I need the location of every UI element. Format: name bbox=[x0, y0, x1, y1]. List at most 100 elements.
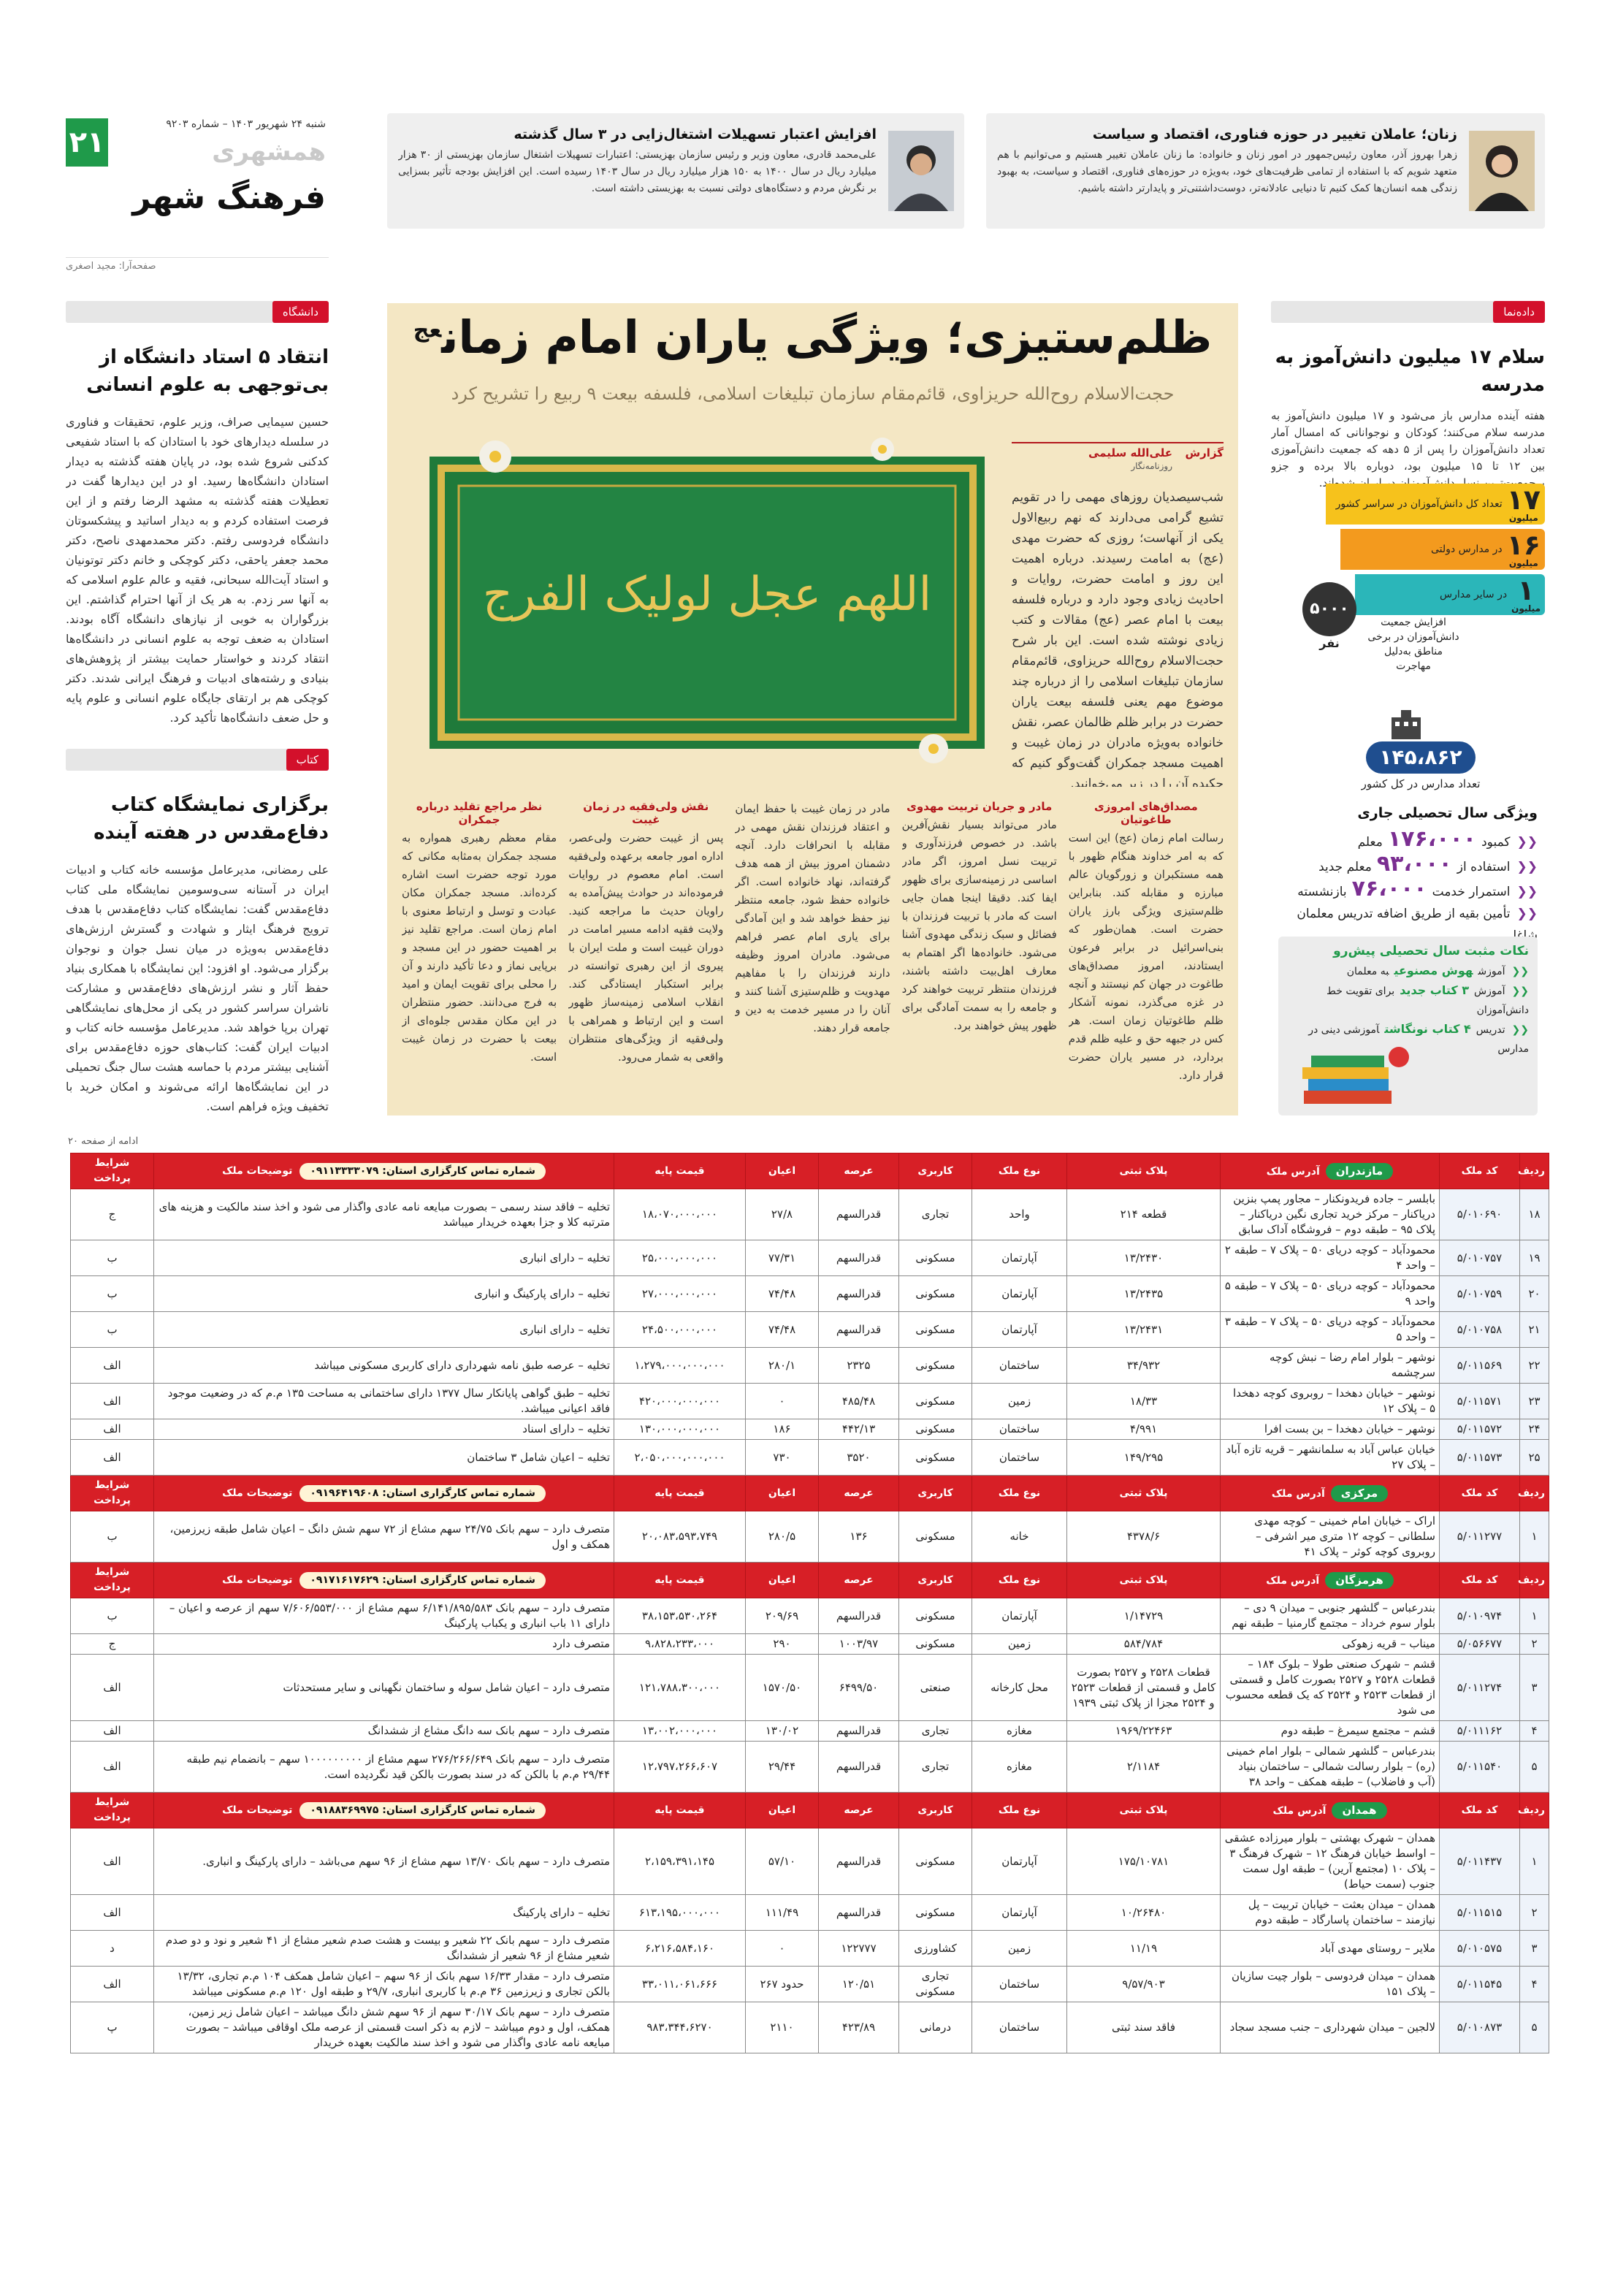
cell: همدان – میدان فردوسی – بلوار چیت سازیان … bbox=[1220, 1966, 1440, 2002]
column-label: شرایط پرداخت bbox=[93, 1157, 131, 1184]
cell: ۱۲۱،۷۸۸،۳۰۰،۰۰۰ bbox=[614, 1654, 746, 1721]
cell: ۲۰۹/۶۹ bbox=[745, 1598, 819, 1634]
cell: ۵/۰۱۱۵۴۰ bbox=[1439, 1741, 1520, 1793]
cell: ۶۱۳،۱۹۵،۰۰۰،۰۰۰ bbox=[614, 1894, 746, 1931]
books-illustration bbox=[1302, 1047, 1409, 1104]
cell: مسکونی bbox=[898, 1828, 972, 1895]
cell: نوشهر – خیابان دهخدا – بن بست افرا bbox=[1220, 1419, 1440, 1440]
cell: ۲ bbox=[1519, 1894, 1549, 1931]
band-unit: میلیون bbox=[1508, 558, 1538, 568]
cell: مسکونی bbox=[898, 1311, 972, 1348]
column-header: شماره تماس کارگزاری استان: ۰۹۱۸۸۳۶۹۹۷۵ تو… bbox=[153, 1792, 614, 1828]
article-columns: مصداق‌های امروزی طاغوتیان رسالت امام زمان… bbox=[402, 800, 1224, 1107]
column-label: کاربری bbox=[917, 1164, 953, 1177]
column-label: توضیحات ملک bbox=[222, 1487, 293, 1499]
listing-row: ۱ ۵/۰۱۱۴۳۷ همدان – شهرک بهشتی – بلوار میرز… bbox=[70, 1828, 1549, 1895]
cell: قشم – مجتمع سیمرغ – طبقه دوم bbox=[1220, 1720, 1440, 1742]
cell: تخلیه – طبق گواهی پایانکار سال ۱۳۷۷ دارا… bbox=[153, 1383, 614, 1419]
cell: بابلسر – جاده فریدونکنار – مجاور پمپ بنز… bbox=[1220, 1189, 1440, 1240]
left-news: کتاب برگزاری نمایشگاه کتاب دفاع‌مقدس در … bbox=[66, 749, 329, 1137]
column-label: آدرس ملک bbox=[1271, 1487, 1325, 1500]
cell: ۵/۰۱۰۶۹۰ bbox=[1439, 1189, 1520, 1240]
right-news: داده‌نما سلام ۱۷ میلیون دانش‌آموز به مدر… bbox=[1271, 301, 1545, 1115]
cell: لالجین – میدان شهرداری – جنب مسجد سجاد bbox=[1220, 2002, 1440, 2053]
cell: صنعتی bbox=[898, 1654, 972, 1721]
cell: مسکونی bbox=[898, 1240, 972, 1276]
list-item: ❮❮ استمرار خدمت ۷۶،۰۰۰ بازنشسته bbox=[1275, 878, 1538, 903]
listing-row: ۴ ۵/۰۱۱۵۴۵ همدان – میدان فردوسی – بلوار چی… bbox=[70, 1966, 1549, 2002]
listing-row: ۲۲ ۵/۰۱۱۵۶۹ نوشهر – بلوار امام رضا – نبش ک… bbox=[70, 1347, 1549, 1384]
cell: ۵ bbox=[1519, 1741, 1549, 1793]
info-band: ۱ میلیون در سایر مدارس bbox=[1355, 574, 1545, 615]
column-header: اعیان bbox=[745, 1153, 819, 1189]
cell: پ bbox=[70, 2002, 154, 2053]
school-icon bbox=[1392, 710, 1421, 739]
cell: مسکونی bbox=[898, 1439, 972, 1476]
cell: درمانی bbox=[898, 2002, 972, 2053]
cell: متصرف دارد – سهم بانک سه دانگ مشاع از شش… bbox=[153, 1720, 614, 1742]
cell: ۱۱۱/۴۹ bbox=[745, 1894, 819, 1931]
column-header: شماره تماس کارگزاری استان: ۰۹۱۹۶۴۱۹۶۰۸ تو… bbox=[153, 1475, 614, 1511]
cell: الف bbox=[70, 1439, 154, 1476]
section-bar: داده‌نما bbox=[1271, 301, 1545, 323]
band-value: ۱۶ bbox=[1506, 529, 1541, 561]
column-label: ردیف bbox=[1517, 1164, 1545, 1177]
item-value: ۳ کتاب جدید bbox=[1400, 983, 1470, 997]
column-label: ردیف bbox=[1517, 1574, 1545, 1586]
item-value: ۷۶،۰۰۰ bbox=[1351, 876, 1427, 901]
column-header: پلاک ثبتی bbox=[1066, 1562, 1221, 1598]
cell: ۲ bbox=[1519, 1633, 1549, 1655]
paper-name: همشهری bbox=[212, 137, 326, 167]
cell: ۵/۰۱۱۵۷۲ bbox=[1439, 1419, 1520, 1440]
cell: ۵/۰۱۱۴۳۷ bbox=[1439, 1828, 1520, 1895]
column-label: اعیان bbox=[768, 1574, 796, 1586]
column-label: نوع ملک bbox=[998, 1164, 1041, 1177]
cell: ۹،۸۲۸،۲۳۳،۰۰۰ bbox=[614, 1633, 746, 1655]
cell: ۱۰/۲۶۴۸۰ bbox=[1066, 1894, 1221, 1931]
issue-date: شنبه ۲۴ شهریور ۱۴۰۳ – شماره ۹۲۰۳ bbox=[166, 118, 326, 130]
cell: الف bbox=[70, 1347, 154, 1384]
cell: فاقد سند ثبتی bbox=[1066, 2002, 1221, 2053]
cell: ۵ bbox=[1519, 2002, 1549, 2053]
band-label: در سایر مدارس bbox=[1440, 589, 1508, 600]
cell: ۳ bbox=[1519, 1930, 1549, 1967]
listing-row: ۲ ۵/۰۵۶۶۷۷ میناب – قریه زهوکی ۵۸۴/۷۸۴ زمین مس… bbox=[70, 1633, 1549, 1655]
column-header: پلاک ثبتی bbox=[1066, 1792, 1221, 1828]
cell: ۱۵۷۰/۵۰ bbox=[745, 1654, 819, 1721]
cell: مسکونی bbox=[898, 1894, 972, 1931]
column-text: پس از غیبت حضرت ولی‌عصر، اداره امور جامع… bbox=[568, 831, 724, 1064]
cell: الف bbox=[70, 1828, 154, 1895]
listing-table: ردیف کد ملک مازندران آدرس ملک پلاک ثبتی نوع م… bbox=[70, 1153, 1549, 2053]
cell: مسکونی bbox=[898, 1419, 972, 1440]
cell: مغازه bbox=[972, 1720, 1067, 1742]
cell: محمودآباد – کوچه دریای ۵۰ – پلاک ۷ – طبق… bbox=[1220, 1311, 1440, 1348]
column-header: مرکزی آدرس ملک bbox=[1220, 1475, 1440, 1511]
column-label: کاربری bbox=[917, 1574, 953, 1586]
cell: ۱۰۰۳/۹۷ bbox=[818, 1633, 899, 1655]
column-header: ردیف bbox=[1517, 1153, 1549, 1189]
cell: ۴ bbox=[1519, 1966, 1549, 2002]
listing-row: ۲۴ ۵/۰۱۱۵۷۲ نوشهر – خیابان دهخدا – بن بست … bbox=[70, 1419, 1549, 1440]
cell: واحد bbox=[972, 1189, 1067, 1240]
column-label: پلاک ثبتی bbox=[1119, 1574, 1168, 1586]
column-header: شرایط پرداخت bbox=[70, 1562, 154, 1598]
column-label: قیمت پایه bbox=[654, 1574, 705, 1586]
cell: الف bbox=[70, 1966, 154, 2002]
cell: تخلیه – دارای پارکینگ و انباری bbox=[153, 1275, 614, 1312]
item-pre: استمرار خدمت bbox=[1432, 885, 1511, 899]
cell: مسکونی bbox=[898, 1383, 972, 1419]
cell: ۵۸۴/۷۸۴ bbox=[1066, 1633, 1221, 1655]
listing-row: ۴ ۵/۰۱۱۱۶۲ قشم – مجتمع سیمرغ – طبقه دوم ۱۹۶… bbox=[70, 1720, 1549, 1742]
article-intro: شب‌سیصدیان روزهای مهمی را در تقویم تشیع … bbox=[1012, 490, 1224, 787]
section-tag: دانشگاه bbox=[272, 301, 329, 323]
positives-box: نکات مثبت سال تحصیلی پیش‌رو ❮❮آموزشهوش م… bbox=[1278, 937, 1538, 1115]
top-news: افزایش اعتبار تسهیلات اشتغال‌زایی در ۳ س… bbox=[387, 113, 964, 229]
cell: آپارتمان bbox=[972, 1275, 1067, 1312]
column-label: عرصه bbox=[844, 1804, 874, 1816]
chevron: ❮❮ bbox=[1511, 1024, 1529, 1036]
cell: قشم – شهرک صنعتی طولا – بلوک ۱۸۴ – قطعات… bbox=[1220, 1654, 1440, 1721]
kicker: گزارش bbox=[1185, 446, 1224, 459]
cell: ۱۲،۷۹۷،۲۶۶،۶۰۷ bbox=[614, 1741, 746, 1793]
band-label: تعداد کل دانش‌آموزان در سراسر کشور bbox=[1335, 498, 1503, 510]
column-label: توضیحات ملک bbox=[222, 1574, 293, 1586]
